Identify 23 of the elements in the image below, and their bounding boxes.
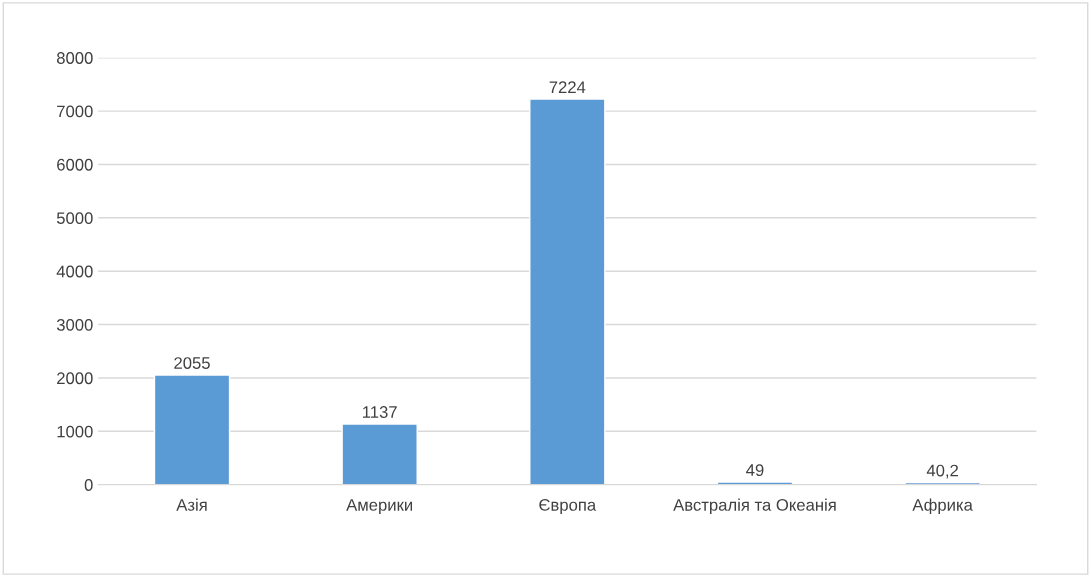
bar — [341, 423, 418, 485]
bar — [153, 374, 231, 485]
y-tick-label: 8000 — [56, 52, 93, 64]
x-tick-label: Австралія та Океанія — [673, 498, 836, 515]
x-tick-label: Америки — [346, 499, 413, 515]
bar — [529, 98, 606, 485]
data-label: 2055 — [174, 357, 210, 369]
y-tick-label: 6000 — [57, 158, 93, 171]
y-tick-label: 2000 — [57, 372, 93, 385]
x-tick-label: Європа — [539, 499, 597, 515]
data-label: 49 — [746, 464, 764, 476]
data-label: 1137 — [363, 406, 397, 418]
y-tick-label: 5000 — [56, 212, 93, 225]
data-label: 40,2 — [926, 464, 959, 479]
y-tick-label: 3000 — [56, 318, 93, 331]
bar — [716, 481, 794, 485]
x-tick-label: Азія — [176, 498, 207, 511]
y-tick-label: 7000 — [57, 105, 93, 118]
y-tick-label: 0 — [84, 479, 93, 491]
y-tick-label: 4000 — [56, 265, 93, 278]
x-tick-label: Африка — [912, 498, 973, 515]
y-tick-label: 1000 — [57, 425, 93, 438]
data-label: 7224 — [549, 81, 586, 93]
